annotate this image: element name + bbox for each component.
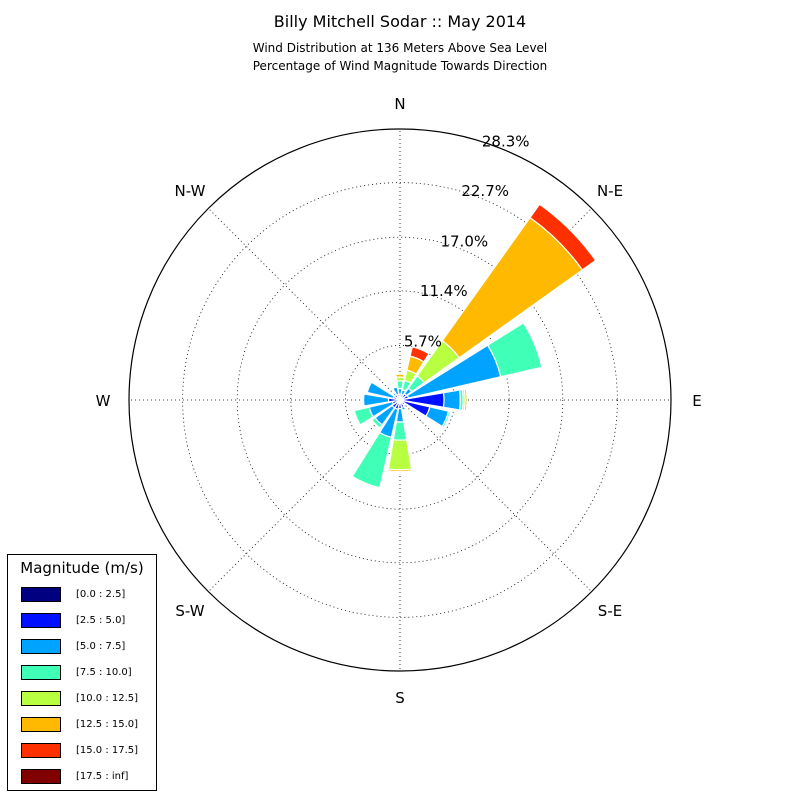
legend-label: [5.0 : 7.5] bbox=[76, 641, 126, 652]
wedge-dir202.5-bin3 bbox=[351, 431, 393, 489]
direction-label-n-e: N-E bbox=[597, 182, 623, 200]
legend-swatch bbox=[21, 769, 61, 784]
direction-label-w: W bbox=[96, 392, 111, 410]
wedge-dir90-bin5 bbox=[463, 388, 468, 412]
radial-tick-label-1: 11.4% bbox=[420, 282, 468, 300]
wedge-dir67.5-bin3 bbox=[486, 322, 543, 378]
wedge-dir157.5-bin2 bbox=[401, 405, 407, 411]
wedge-dir270-bin2 bbox=[363, 393, 390, 407]
wedge-dir225-bin3 bbox=[371, 416, 384, 429]
radial-gridline-2 bbox=[236, 236, 564, 564]
legend-label: [2.5 : 5.0] bbox=[76, 615, 126, 626]
chart-subtitle-line2: Percentage of Wind Magnitude Towards Dir… bbox=[252, 59, 548, 73]
direction-label-e: E bbox=[692, 392, 701, 410]
wedge-dir180-bin6 bbox=[387, 470, 413, 474]
direction-label-n: N bbox=[394, 95, 405, 113]
direction-label-s-w: S-W bbox=[175, 602, 204, 620]
wedge-dir0-bin5 bbox=[395, 373, 405, 379]
legend-label: [12.5 : 15.0] bbox=[76, 719, 139, 730]
wedge-dir0-bin3 bbox=[396, 380, 404, 390]
chart-subtitle-line1: Wind Distribution at 136 Meters Above Se… bbox=[252, 41, 548, 55]
legend-swatch bbox=[21, 743, 61, 758]
radial-tick-label-0: 5.7% bbox=[404, 333, 442, 351]
legend-label: [15.0 : 17.5] bbox=[76, 745, 139, 756]
legend-label: [7.5 : 10.0] bbox=[76, 667, 132, 678]
wedge-dir90-bin2 bbox=[442, 389, 461, 411]
radial-tick-label-2: 17.0% bbox=[440, 233, 488, 251]
legend-label: [17.5 : inf] bbox=[76, 771, 129, 782]
angular-gridline-3 bbox=[399, 399, 592, 592]
legend: Magnitude (m/s) [0.0 : 2.5] [2.5 : 5.0] [5… bbox=[7, 554, 157, 791]
legend-title: Magnitude (m/s) bbox=[20, 559, 144, 577]
legend-swatch bbox=[21, 691, 61, 706]
direction-label-s-e: S-E bbox=[598, 602, 622, 620]
legend-swatch bbox=[21, 717, 61, 732]
outer-circle bbox=[128, 128, 672, 672]
wedge-dir180-bin3 bbox=[392, 421, 408, 441]
wedge-dir45-bin6 bbox=[529, 203, 597, 271]
radial-gridline-1 bbox=[290, 290, 510, 510]
legend-swatch bbox=[21, 639, 61, 654]
radial-gridline-3 bbox=[182, 182, 618, 618]
radial-tick-label-4: 28.3% bbox=[482, 133, 530, 151]
legend-label: [10.0 : 12.5] bbox=[76, 693, 139, 704]
wedge-dir292.5-bin2 bbox=[366, 381, 396, 400]
wedge-dir180-bin4 bbox=[387, 438, 413, 471]
legend-swatch bbox=[21, 613, 61, 628]
wedge-dir337.5-bin2 bbox=[392, 386, 400, 396]
legend-swatch bbox=[21, 587, 61, 602]
radial-tick-label-3: 22.7% bbox=[461, 182, 509, 200]
legend-swatch bbox=[21, 665, 61, 680]
direction-label-n-w: N-W bbox=[175, 182, 206, 200]
angular-gridline-5 bbox=[208, 399, 401, 592]
wedge-dir112.5-bin3 bbox=[441, 410, 452, 429]
angular-gridline-7 bbox=[208, 208, 401, 401]
wedge-dir247.5-bin3 bbox=[353, 406, 375, 426]
wedge-dir22.5-bin6 bbox=[409, 346, 430, 363]
legend-label: [0.0 : 2.5] bbox=[76, 589, 126, 600]
direction-label-s: S bbox=[395, 689, 405, 707]
chart-title: Billy Mitchell Sodar :: May 2014 bbox=[273, 12, 527, 31]
